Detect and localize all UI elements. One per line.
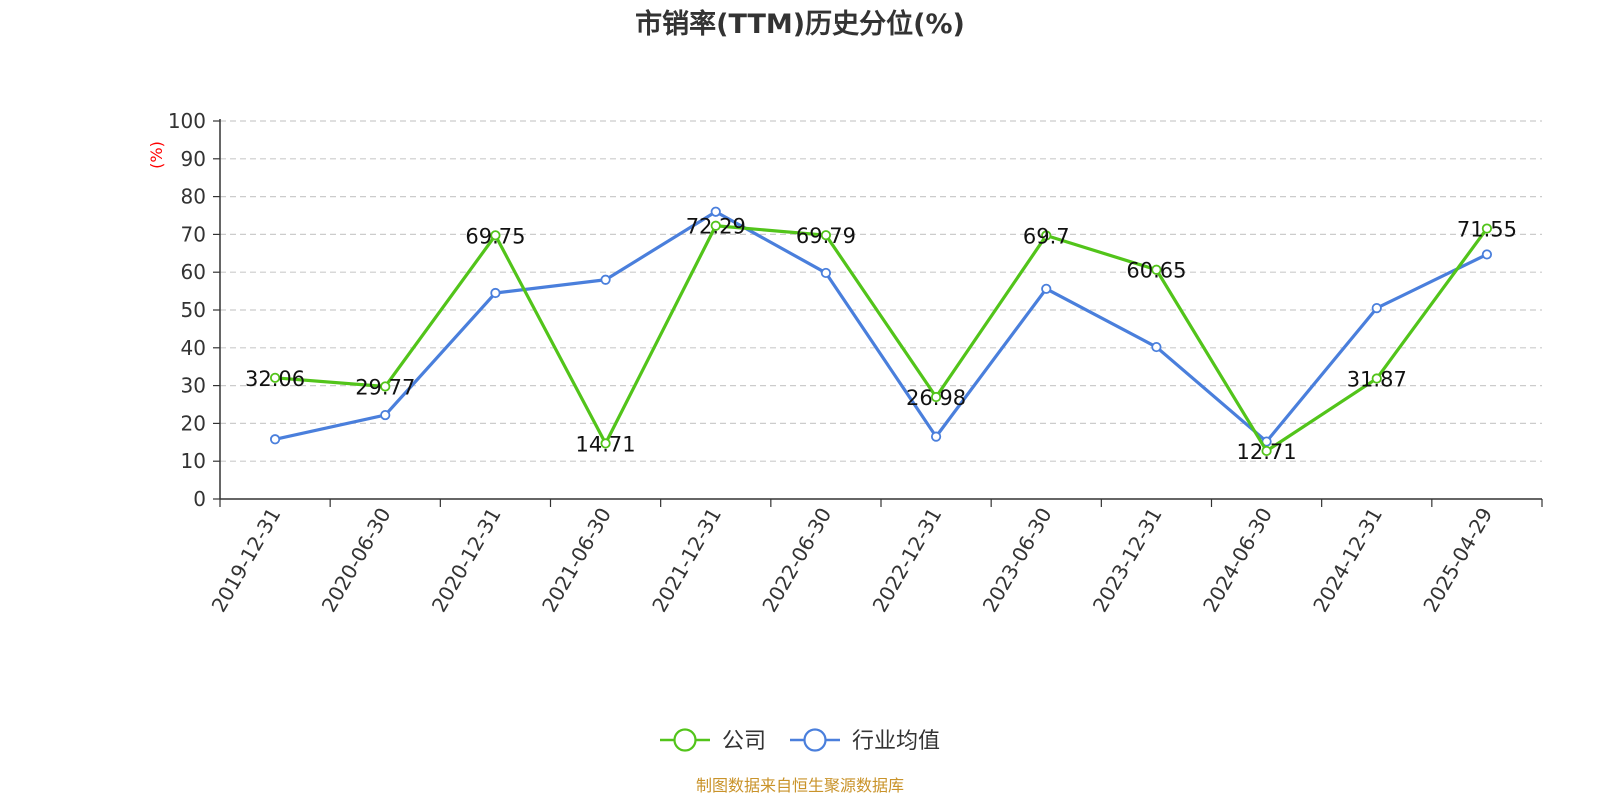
x-tick-label: 2022-12-31 [868,504,947,617]
data-label: 14.71 [576,432,636,456]
data-point[interactable] [1261,445,1272,457]
x-axis-ticks: 2019-12-31 2020-06-30 2020-12-31 2021-06-30… [207,504,1498,617]
data-label: 26.98 [906,386,966,410]
x-tick-label: 2023-12-31 [1088,504,1167,617]
y-tick-label: 0 [193,487,206,511]
data-point[interactable] [600,438,611,449]
data-label: 32.06 [245,367,305,391]
legend-marker [673,728,697,752]
data-labels: 32.06 29.77 69.75 14.71 72.29 69.79 26.98 69.7 6… [245,215,1517,464]
x-tick-label: 2025-04-29 [1418,504,1497,617]
y-tick-label: 30 [181,374,206,398]
data-point[interactable] [380,381,391,392]
y-axis-unit: (%) [147,141,166,169]
y-tick-label: 60 [181,260,206,284]
data-label: 69.75 [465,224,525,248]
x-tick-label: 2024-12-31 [1308,504,1387,617]
data-label: 31.87 [1347,368,1407,392]
x-tick-label: 2020-06-30 [317,504,396,617]
legend[interactable]: 公司 行业均值 [660,728,940,754]
data-label: 69.79 [796,224,856,248]
y-tick-label: 10 [181,449,206,473]
data-label: 29.77 [355,375,415,399]
series-group [269,206,1493,457]
y-tick-label: 50 [181,298,206,322]
data-point[interactable] [930,391,942,403]
data-point[interactable] [930,431,942,442]
data-label: 60.65 [1126,259,1186,283]
data-point[interactable] [600,274,611,285]
data-point[interactable] [820,230,832,241]
legend-label: 公司 [722,729,766,754]
y-tick-label: 70 [181,222,206,246]
legend-label: 行业均值 [852,729,940,754]
y-tick-label: 100 [168,109,206,133]
data-point[interactable] [380,409,391,421]
data-label: 69.7 [1023,225,1070,249]
x-tick-label: 2024-06-30 [1198,504,1277,617]
series-line-1 [274,210,1488,444]
chart-title: 市销率(TTM)历史分位(%) [635,8,965,40]
data-point[interactable] [1041,283,1052,294]
data-point[interactable] [710,220,721,231]
legend-marker [803,728,827,752]
x-tick-label: 2022-06-30 [757,504,836,617]
x-tick-label: 2019-12-31 [207,504,286,617]
y-tick-label: 80 [181,185,206,209]
grid-lines [220,120,1542,462]
data-point[interactable] [820,267,832,279]
x-tick-label: 2023-06-30 [978,504,1057,617]
data-point[interactable] [490,230,501,241]
x-tick-label: 2021-12-31 [647,504,726,617]
x-tick-label: 2021-06-30 [537,504,616,617]
data-point[interactable] [269,434,281,445]
data-label: 12.71 [1237,440,1297,464]
data-point[interactable] [1041,230,1052,241]
data-point[interactable] [710,206,721,217]
data-point[interactable] [1371,303,1382,314]
data-point[interactable] [1481,249,1493,260]
data-label: 72.29 [686,215,746,239]
y-tick-label: 20 [181,411,206,435]
data-label: 71.55 [1457,218,1517,242]
data-point[interactable] [1481,223,1493,234]
y-tick-label: 90 [181,147,206,171]
y-axis-ticks: 0 10 20 30 40 50 60 70 80 90 100 [168,109,206,511]
data-point[interactable] [1151,264,1162,275]
legend-item-1[interactable]: 行业均值 [790,728,940,754]
y-tick-label: 40 [181,336,206,360]
axes [213,119,1543,507]
series-line-0 [274,224,1489,453]
data-point[interactable] [1151,341,1162,353]
x-tick-label: 2020-12-31 [427,504,506,617]
legend-item-0[interactable]: 公司 [660,728,766,754]
data-point[interactable] [1371,373,1382,384]
data-point[interactable] [490,287,501,299]
source-note: 制图数据来自恒生聚源数据库 [696,776,904,795]
data-point[interactable] [269,372,281,383]
